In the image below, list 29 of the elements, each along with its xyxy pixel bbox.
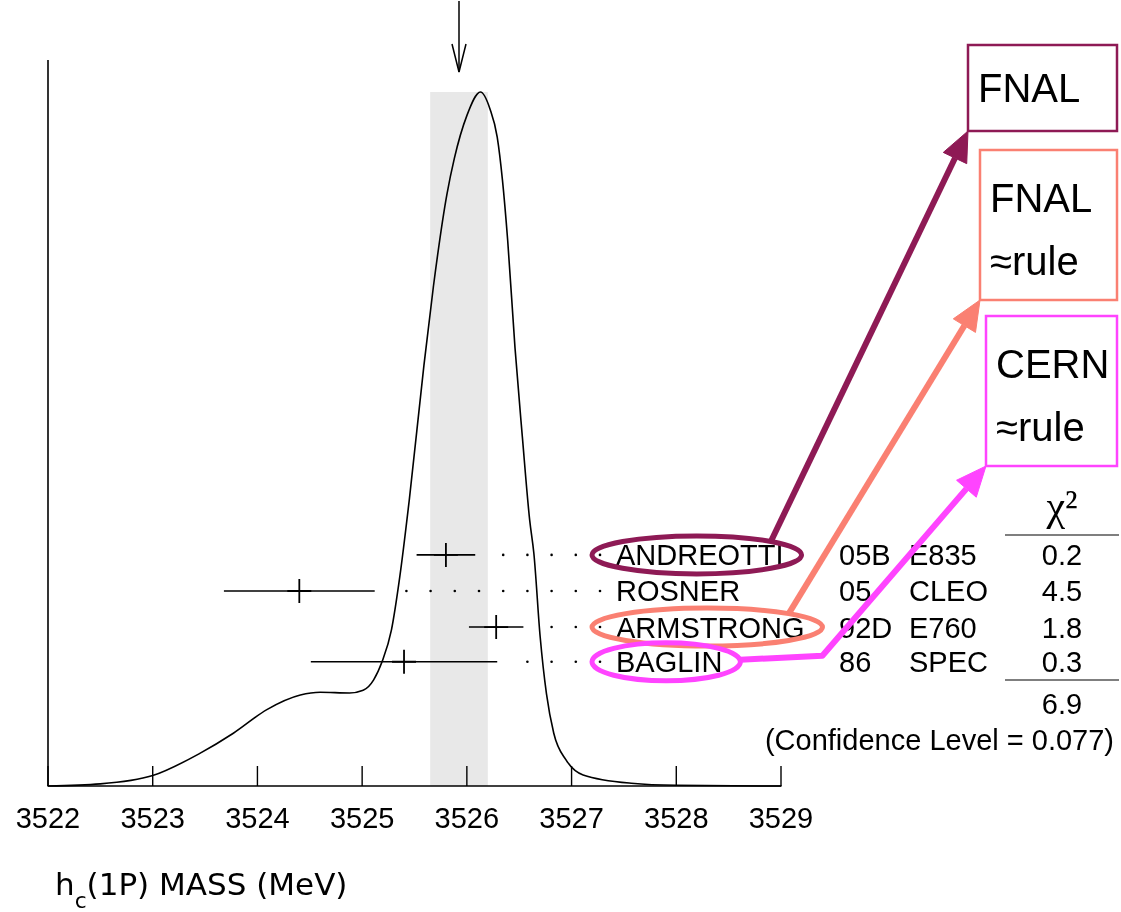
x-axis-title: h$_{c}$(1P) MASS (MeV) [55,866,348,912]
annotation: ANDREOTTI [616,539,784,572]
text: CERN ≈rule [996,342,1110,449]
text: FNAL [978,66,1081,110]
text: SPEC [909,646,988,679]
text: E760 [909,611,977,644]
text: 1.8 [1041,611,1083,644]
text: 86 [839,646,872,679]
annotation: ROSNER [616,575,741,608]
x-tick-label: 3528 [644,802,709,834]
text: 0.3 [1041,646,1083,679]
text: 0.2 [1041,539,1083,572]
x-tick-label: 3525 [329,802,395,834]
x-tick-label: 3526 [434,802,500,834]
text: 05 [839,575,872,608]
x-tick-label: 3522 [15,802,81,834]
x-tick-label: 3523 [120,802,185,834]
annotation: ARMSTRONG [616,611,805,644]
text: 6.9 [1041,688,1083,720]
x-tick-label: 3527 [539,802,604,834]
text: 05B [839,539,891,572]
x-tick-label: 3524 [225,802,290,834]
annotation: (Confidence Level = 0.077) [764,724,1114,756]
text: 4.5 [1041,575,1083,608]
text: CLEO [909,575,988,608]
x-tick-label: 3529 [748,802,814,834]
text: χ² [1045,483,1078,529]
text: FNAL ≈rule [990,176,1093,283]
annotation: BAGLIN [616,646,723,679]
